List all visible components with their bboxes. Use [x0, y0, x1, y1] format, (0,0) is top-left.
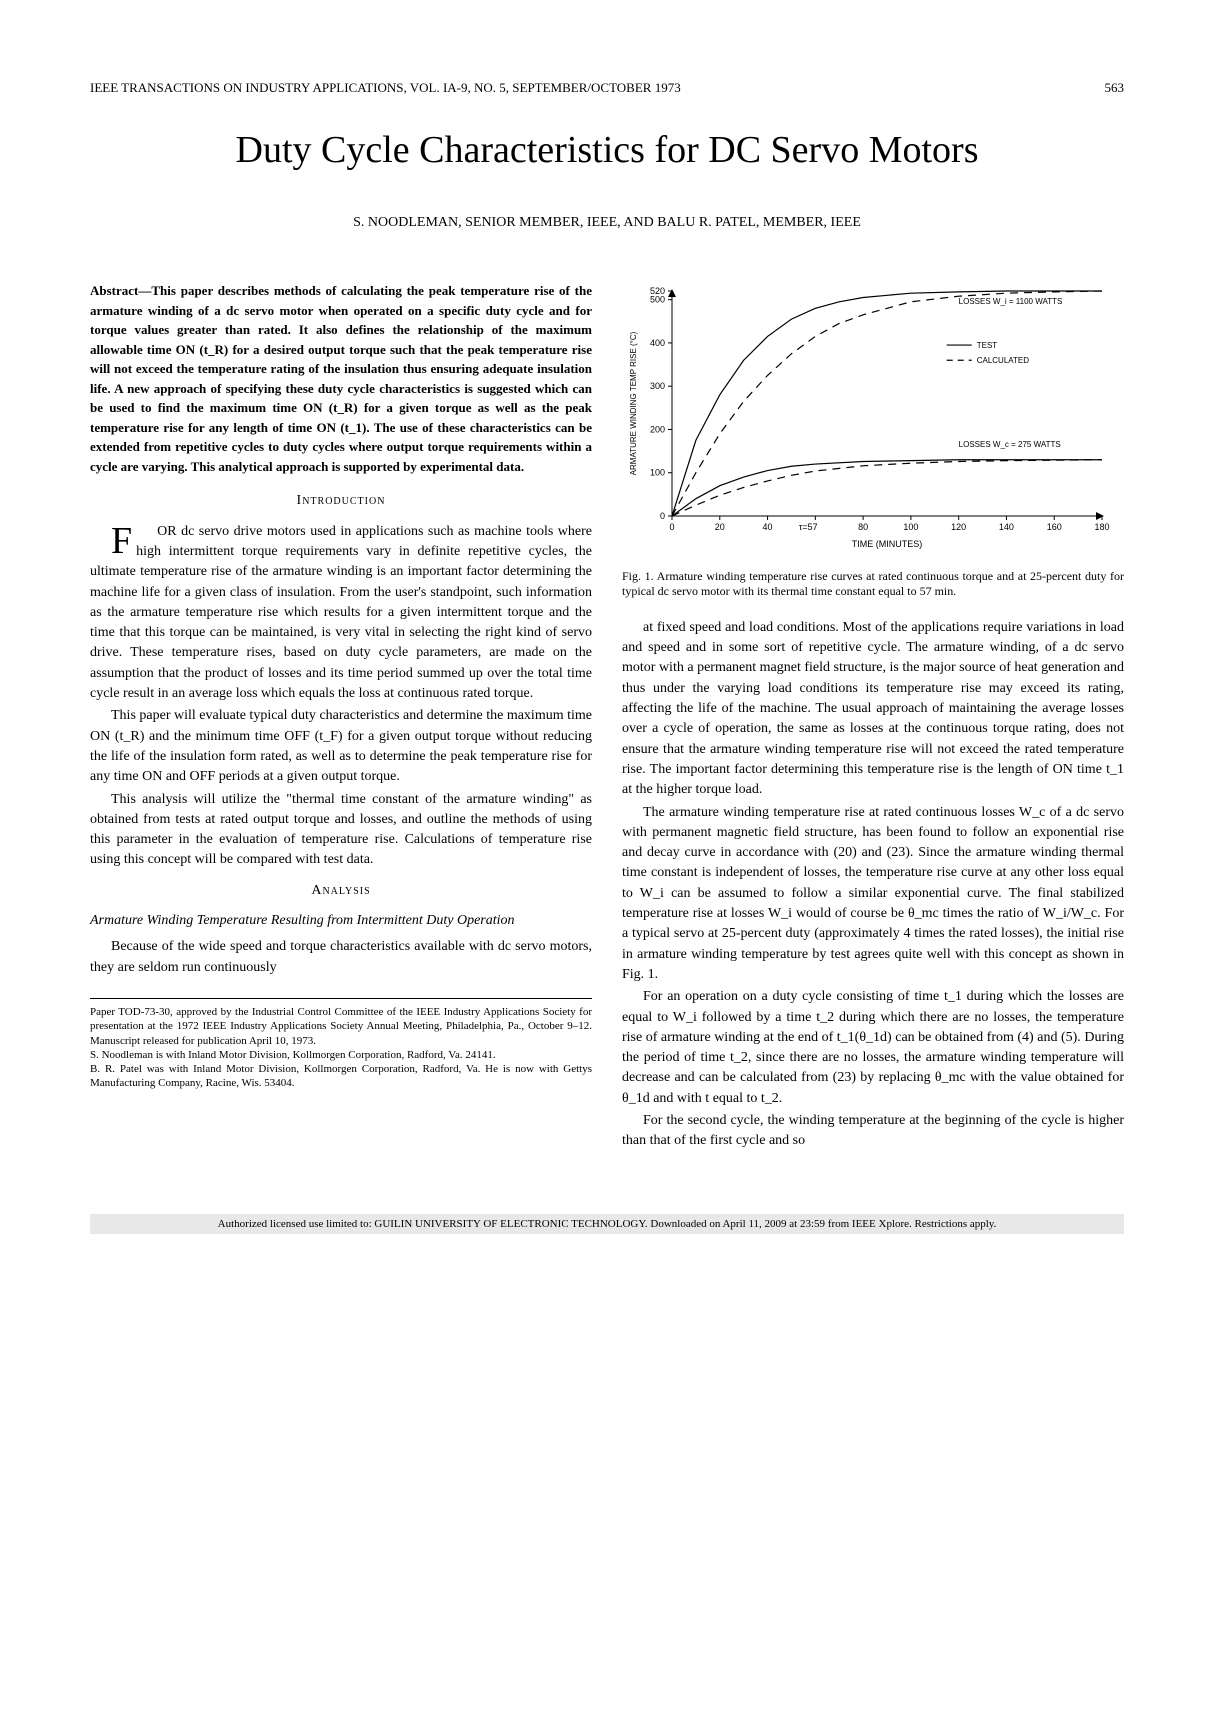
content-columns: Abstract—This paper describes methods of… [90, 281, 1124, 1153]
svg-text:40: 40 [763, 522, 773, 532]
svg-text:TIME (MINUTES): TIME (MINUTES) [852, 539, 923, 549]
footnote-line-1: Paper TOD-73-30, approved by the Industr… [90, 1005, 592, 1048]
figure-1-svg: 0 100 200 300 400 500520 0 20 40 80 100 120 140 160 18… [622, 281, 1112, 551]
paragraph-2: This paper will evaluate typical duty ch… [90, 706, 592, 787]
svg-text:TEST: TEST [977, 341, 998, 350]
paragraph-4: Because of the wide speed and torque cha… [90, 937, 592, 978]
svg-text:CALCULATED: CALCULATED [977, 357, 1030, 366]
svg-text:160: 160 [1047, 522, 1062, 532]
page-number: 563 [1105, 80, 1125, 96]
svg-text:300: 300 [650, 382, 665, 392]
svg-text:80: 80 [858, 522, 868, 532]
authors: S. NOODLEMAN, SENIOR MEMBER, IEEE, AND B… [90, 215, 1124, 231]
paragraph-8: For the second cycle, the winding temper… [622, 1111, 1124, 1152]
paragraph-6: The armature winding temperature rise at… [622, 803, 1124, 986]
svg-text:100: 100 [650, 468, 665, 478]
footnote-line-2: S. Noodleman is with Inland Motor Divisi… [90, 1048, 592, 1062]
paragraph-3: This analysis will utilize the "thermal … [90, 790, 592, 871]
svg-text:520: 520 [650, 286, 665, 296]
right-column: 0 100 200 300 400 500520 0 20 40 80 100 120 140 160 18… [622, 281, 1124, 1153]
svg-text:400: 400 [650, 338, 665, 348]
paragraph-5: at fixed speed and load conditions. Most… [622, 618, 1124, 801]
svg-text:τ=57: τ=57 [799, 522, 818, 532]
figure-1-caption: Fig. 1. Armature winding temperature ris… [622, 569, 1124, 600]
svg-text:0: 0 [669, 522, 674, 532]
svg-text:LOSSES W_c = 275 WATTS: LOSSES W_c = 275 WATTS [959, 440, 1061, 449]
svg-text:200: 200 [650, 425, 665, 435]
footnote-line-3: B. R. Patel was with Inland Motor Divisi… [90, 1062, 592, 1091]
figure-1-chart: 0 100 200 300 400 500520 0 20 40 80 100 120 140 160 18… [622, 281, 1124, 558]
svg-text:LOSSES W_i = 1100 WATTS: LOSSES W_i = 1100 WATTS [959, 297, 1063, 306]
svg-text:20: 20 [715, 522, 725, 532]
header: IEEE TRANSACTIONS ON INDUSTRY APPLICATIO… [90, 80, 1124, 96]
intro-heading: Introduction [90, 491, 592, 511]
paragraph-7: For an operation on a duty cycle consist… [622, 987, 1124, 1109]
analysis-heading: Analysis [90, 881, 592, 901]
paragraph-1: FOR dc servo drive motors used in applic… [90, 522, 592, 705]
journal-ref: IEEE TRANSACTIONS ON INDUSTRY APPLICATIO… [90, 80, 681, 96]
svg-text:100: 100 [903, 522, 918, 532]
footnote: Paper TOD-73-30, approved by the Industr… [90, 998, 592, 1091]
paper-title: Duty Cycle Characteristics for DC Servo … [90, 126, 1124, 175]
subsection-1: Armature Winding Temperature Resulting f… [90, 911, 592, 931]
svg-text:ARMATURE WINDING TEMP RISE (°C: ARMATURE WINDING TEMP RISE (°C) [629, 332, 638, 476]
svg-text:500: 500 [650, 295, 665, 305]
svg-text:180: 180 [1094, 522, 1109, 532]
abstract: Abstract—This paper describes methods of… [90, 281, 592, 476]
left-column: Abstract—This paper describes methods of… [90, 281, 592, 1153]
svg-text:140: 140 [999, 522, 1014, 532]
svg-text:0: 0 [660, 511, 665, 521]
footer-notice: Authorized licensed use limited to: GUIL… [90, 1214, 1124, 1234]
svg-text:120: 120 [951, 522, 966, 532]
